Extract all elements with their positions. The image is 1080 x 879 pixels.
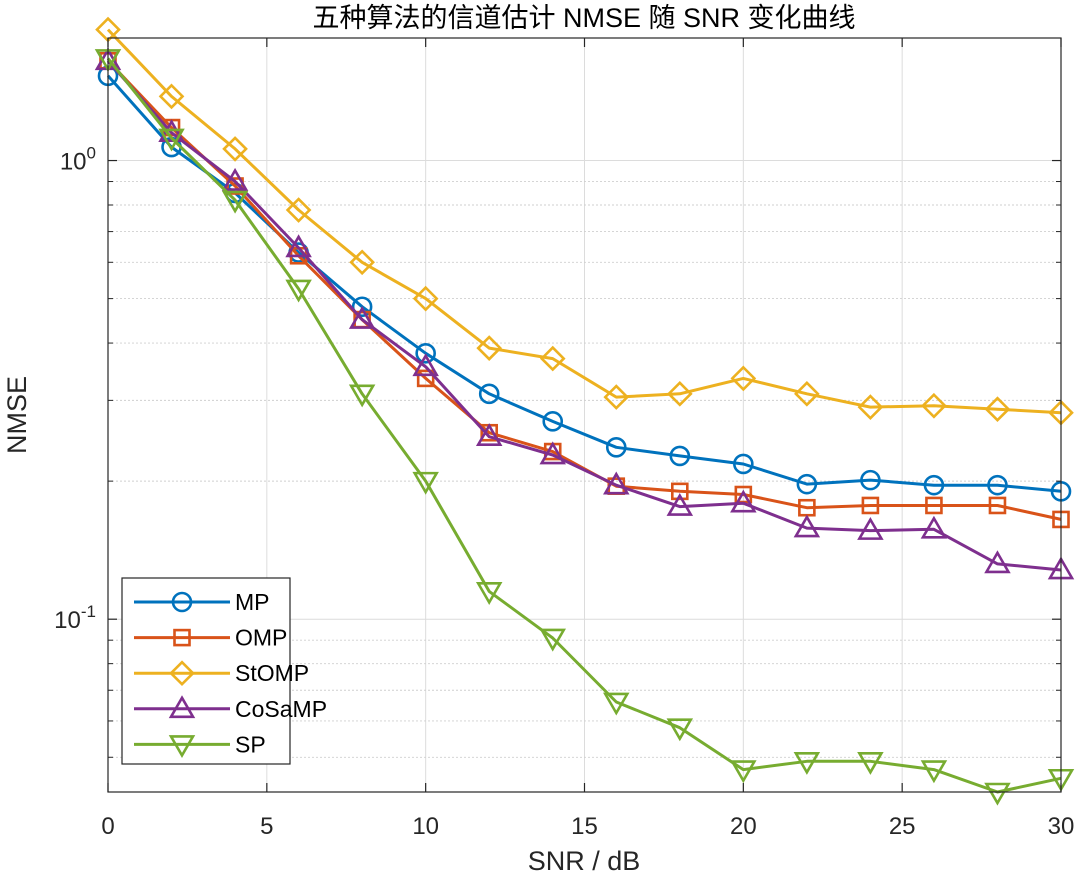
series-sp (94, 49, 1075, 806)
chart-title: 五种算法的信道估计 NMSE 随 SNR 变化曲线 (312, 3, 855, 33)
data-point-stomp (158, 83, 185, 110)
data-point-stomp (412, 285, 439, 312)
data-point-stomp (476, 335, 503, 361)
data-point-omp (988, 496, 1007, 515)
x-tick-label: 25 (889, 813, 916, 840)
legend-marker-sp (168, 735, 196, 758)
data-point-sp (412, 471, 439, 495)
legend-entry-sp: SP (134, 731, 266, 758)
data-point-sp (730, 760, 757, 784)
x-axis-label: SNR / dB (528, 846, 641, 876)
data-point-mp (987, 474, 1008, 496)
legend-label-stomp: StOMP (235, 660, 309, 686)
data-point-omp (861, 496, 880, 515)
data-point-sp (603, 692, 630, 716)
data-point-cosamp (666, 492, 694, 516)
data-point-stomp (984, 396, 1011, 423)
data-point-omp (416, 369, 435, 388)
data-point-stomp (921, 392, 947, 419)
y-axis-label: NMSE (2, 376, 32, 454)
data-point-sp (285, 279, 312, 303)
data-point-mp (478, 383, 500, 405)
data-point-cosamp (730, 489, 757, 513)
series-cosamp (94, 47, 1075, 580)
series-line-sp (106, 57, 1062, 794)
data-point-mp (605, 437, 627, 458)
x-tick-label: 15 (571, 813, 598, 840)
data-point-mp (351, 296, 373, 318)
data-point-mp (542, 411, 564, 432)
data-point-mp (415, 342, 436, 364)
legend-entry-cosamp: CoSaMP (134, 695, 327, 722)
data-point-sp (475, 582, 503, 605)
data-point-sp (348, 384, 376, 408)
data-point-cosamp (221, 167, 249, 191)
data-point-cosamp (475, 423, 503, 446)
series-line-cosamp (106, 59, 1062, 572)
data-point-sp (920, 760, 948, 784)
x-tick-label: 0 (101, 813, 114, 840)
data-point-mp (669, 445, 691, 467)
legend-marker-cosamp (168, 695, 196, 719)
data-point-sp (857, 751, 884, 775)
data-point-mp (923, 474, 945, 496)
data-point-mp (733, 453, 754, 475)
y-tick-label: 10-1 (54, 602, 96, 634)
data-point-mp (860, 469, 881, 491)
data-point-stomp (857, 394, 884, 420)
y-axis-ticks: 100 10-1 (54, 144, 1061, 758)
x-tick-label: 30 (1048, 813, 1075, 840)
legend-marker-stomp (169, 660, 195, 687)
series-line-stomp (106, 28, 1062, 415)
data-point-stomp (285, 197, 312, 223)
legend-label-sp: SP (235, 731, 266, 757)
data-point-sp (158, 128, 185, 152)
data-point-stomp (603, 384, 630, 410)
data-point-omp (925, 496, 943, 515)
data-point-stomp (349, 249, 375, 276)
data-point-cosamp (857, 517, 884, 540)
legend-marker-omp (173, 628, 191, 647)
data-point-stomp (222, 136, 248, 162)
legend-label-cosamp: CoSaMP (235, 696, 327, 722)
data-point-cosamp (920, 515, 948, 539)
data-point-cosamp (539, 441, 566, 465)
legend-box (121, 577, 291, 765)
data-point-cosamp (603, 471, 630, 495)
x-tick-label: 10 (412, 813, 439, 840)
x-tick-label: 20 (730, 813, 757, 840)
legend-entry-omp: OMP (134, 625, 287, 651)
data-point-mp (796, 473, 818, 495)
data-point-sp (984, 782, 1011, 806)
x-axis-ticks: 0 5 10 15 20 25 30 (101, 38, 1074, 840)
legend-entry-mp: MP (134, 589, 270, 615)
data-point-stomp (794, 380, 820, 407)
series-group (94, 16, 1075, 806)
data-point-cosamp (412, 353, 439, 377)
data-point-sp (666, 718, 694, 742)
x-tick-label: 5 (260, 813, 273, 840)
data-point-stomp (730, 365, 757, 392)
y-tick-label: 100 (60, 144, 96, 176)
legend-label-mp: MP (235, 589, 270, 615)
legend-entry-stomp: StOMP (134, 660, 309, 686)
data-point-sp (221, 190, 249, 214)
data-point-sp (539, 628, 566, 652)
data-point-stomp (539, 345, 566, 372)
data-point-cosamp (285, 234, 312, 258)
data-point-stomp (666, 380, 693, 407)
data-point-cosamp (348, 306, 376, 329)
legend-marker-mp (171, 591, 193, 613)
data-point-omp (670, 482, 689, 501)
data-point-cosamp (984, 550, 1011, 574)
data-point-cosamp (793, 514, 821, 538)
data-point-sp (793, 751, 821, 775)
legend-label-omp: OMP (235, 625, 287, 651)
legend: MP OMP StOMP CoSaMP SP (121, 577, 327, 765)
series-stomp (95, 16, 1074, 426)
